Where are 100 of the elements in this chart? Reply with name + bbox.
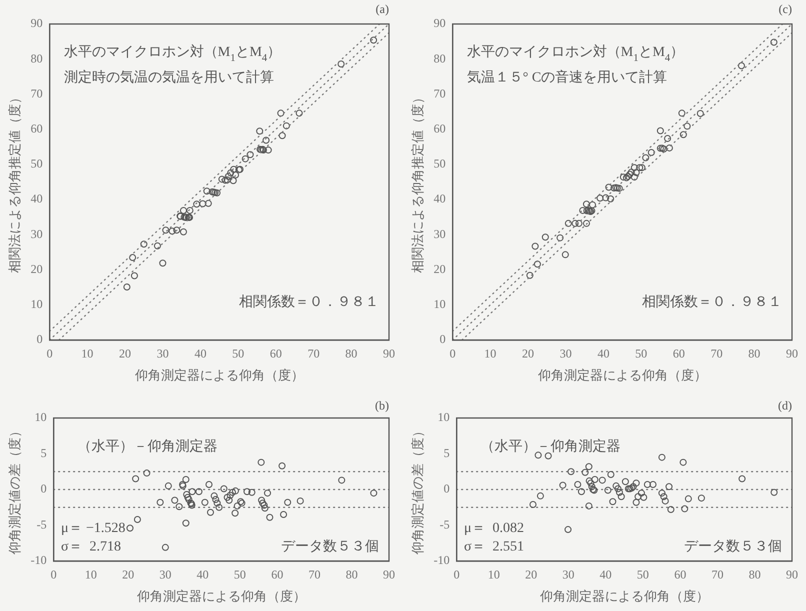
point (201, 498, 208, 506)
point (628, 168, 635, 176)
x-tick-label: 40 (600, 567, 612, 582)
point (203, 188, 210, 195)
point (184, 494, 192, 501)
x-tick-label: 80 (748, 567, 761, 582)
annotation: μ＝ −1.528 (60, 520, 126, 536)
y-tick-label: 90 (434, 16, 446, 30)
point (185, 496, 192, 504)
point (242, 155, 249, 162)
x-tick-label: 30 (156, 346, 169, 360)
point (140, 240, 148, 248)
point (284, 498, 292, 506)
point (614, 485, 622, 492)
point (585, 463, 592, 470)
x-tick-label: 40 (194, 346, 206, 360)
y-tick-label: 50 (30, 156, 43, 171)
point (632, 480, 640, 487)
point (248, 488, 256, 496)
y-tick-label: -5 (440, 517, 450, 532)
point (680, 131, 687, 138)
point (134, 516, 141, 524)
x-tick-label: 30 (560, 346, 572, 360)
point (536, 492, 544, 500)
point (662, 497, 669, 504)
text: (c) (778, 2, 792, 16)
point (180, 228, 187, 236)
point (258, 458, 265, 466)
point (232, 487, 239, 494)
point (182, 476, 190, 483)
point (130, 272, 138, 280)
point (582, 468, 589, 476)
annotation: 測定時の気温の気温を用いて計算 (64, 69, 274, 86)
point (171, 496, 178, 504)
point (296, 497, 304, 504)
point (206, 480, 212, 488)
point (214, 189, 221, 196)
point (684, 495, 692, 502)
point (559, 482, 566, 489)
x-tick-label: 30 (562, 567, 574, 582)
point (616, 184, 623, 192)
point (579, 206, 586, 214)
point (278, 462, 286, 470)
point (609, 498, 616, 506)
y-tick-label: -10 (434, 553, 450, 568)
point (681, 505, 688, 512)
y-tick-label: 40 (30, 192, 43, 206)
x-axis-title: 仰角測定器による仰角（度） (136, 588, 306, 604)
x-tick-label: 60 (672, 346, 685, 360)
point (282, 122, 290, 130)
x-tick-label: 20 (525, 567, 538, 582)
annotation: σ＝ 2.718 (60, 539, 121, 554)
point (132, 475, 140, 482)
y-tick-label: 30 (30, 226, 43, 241)
y-tick-label: 0 (40, 482, 47, 496)
point (188, 502, 196, 509)
point (630, 174, 638, 181)
y-axis-title: 仰角測定値の差（度） (410, 424, 426, 554)
point (640, 494, 648, 501)
point (591, 476, 598, 483)
point (698, 494, 705, 502)
x-tick-label: 60 (271, 567, 284, 582)
x-tick-label: 0 (454, 567, 460, 582)
point (656, 127, 664, 134)
point (206, 508, 214, 516)
y-tick-label: 20 (30, 262, 43, 276)
x-tick-label: 10 (81, 346, 94, 360)
point (696, 110, 704, 118)
y-tick-label: 0 (444, 482, 450, 496)
point (564, 526, 572, 534)
point (220, 485, 228, 492)
point (232, 171, 240, 178)
point (143, 470, 150, 477)
point (226, 492, 234, 499)
point (602, 194, 610, 202)
y-tick-label: 40 (434, 192, 446, 206)
point (228, 488, 236, 496)
point (542, 234, 549, 241)
point (159, 260, 166, 267)
point (586, 477, 593, 484)
point (264, 146, 272, 154)
x-tick-label: 50 (636, 567, 649, 582)
y-tick-label: 0 (36, 332, 43, 346)
point (123, 283, 130, 290)
point (214, 500, 221, 507)
point (616, 488, 623, 496)
y-axis-title: 相関法による仰角推定値（度） (410, 91, 426, 273)
point (246, 151, 254, 158)
point (626, 170, 634, 178)
point (244, 488, 251, 496)
x-tick-label: 40 (597, 346, 610, 360)
point (678, 110, 686, 117)
x-tick-label: 60 (270, 346, 282, 360)
y-tick-label: 10 (34, 410, 47, 424)
point (607, 470, 614, 478)
y-axis-title: 仰角測定値の差（度） (7, 424, 22, 554)
point (544, 452, 552, 460)
y-tick-label: 5 (444, 446, 450, 460)
point (564, 220, 572, 227)
y-tick-label: 60 (434, 121, 446, 136)
